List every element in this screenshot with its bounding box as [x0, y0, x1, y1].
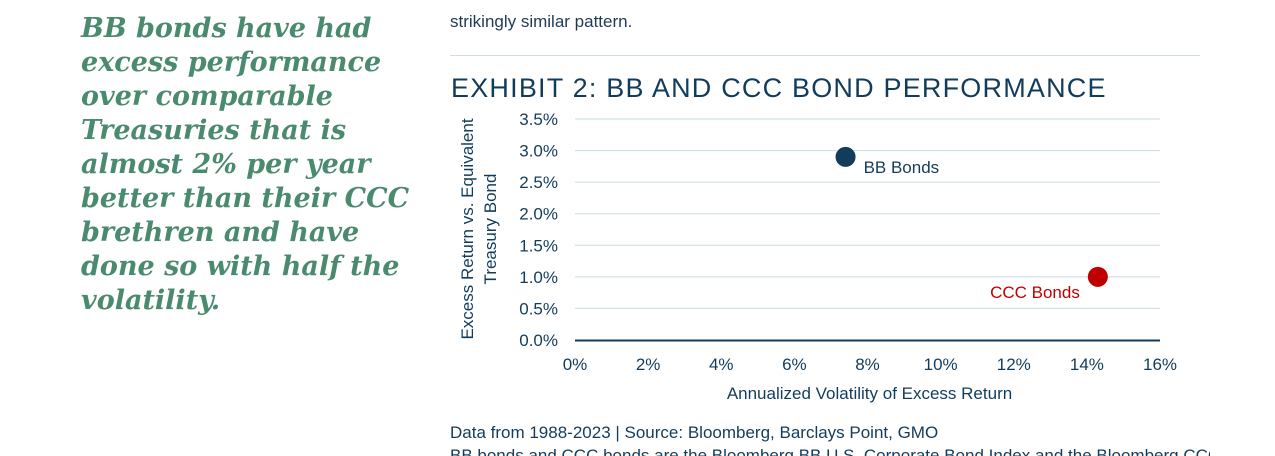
body-text: strikingly similar pattern. [450, 0, 1210, 34]
x-tick-label: 12% [997, 355, 1031, 374]
y-tick-label: 1.0% [519, 268, 558, 287]
x-tick-label: 14% [1070, 355, 1104, 374]
ccc-bonds-point [1087, 266, 1108, 287]
x-tick-label: 10% [924, 355, 958, 374]
body-text-end: strikingly similar pattern. [450, 12, 633, 31]
y-tick-label: 2.0% [519, 205, 558, 224]
exhibit-title: EXHIBIT 2: BB AND CCC BOND PERFORMANCE [451, 73, 1107, 103]
y-tick-label: 3.0% [519, 142, 558, 161]
pull-quote: BB bonds have had excess performance ove… [81, 13, 410, 316]
x-tick-label: 0% [563, 355, 588, 374]
x-tick-label: 8% [855, 355, 880, 374]
bb-bonds-label: BB Bonds [864, 158, 940, 177]
y-tick-label: 1.5% [519, 236, 558, 255]
scatter-chart: 0.0% 0.5% 1.0% 1.5% 2.0% 2.5% 3.0% 3.5% 0% 2% 4% 6%… [458, 110, 1177, 403]
bb-bonds-point [835, 146, 856, 167]
x-tick-label: 4% [709, 355, 734, 374]
x-tick-label: 16% [1143, 355, 1177, 374]
y-tick-label: 3.5% [519, 110, 558, 129]
ccc-bonds-label: CCC Bonds [990, 283, 1080, 302]
note-line: BB bonds and CCC bonds are the Bloomberg… [450, 446, 1210, 456]
y-axis-label: Excess Return vs. Equivalent Treasury Bon… [458, 118, 500, 339]
y-tick-label: 0.5% [519, 299, 558, 318]
body-text-line-cropped [450, 0, 1210, 10]
x-tick-label: 6% [782, 355, 807, 374]
x-axis-label: Annualized Volatility of Excess Return [727, 384, 1012, 403]
y-tick-label: 0.0% [519, 331, 558, 350]
x-tick-label: 2% [636, 355, 661, 374]
section-divider [450, 55, 1200, 56]
y-tick-label: 2.5% [519, 173, 558, 192]
source-line: Data from 1988-2023 | Source: Bloomberg,… [450, 423, 939, 442]
